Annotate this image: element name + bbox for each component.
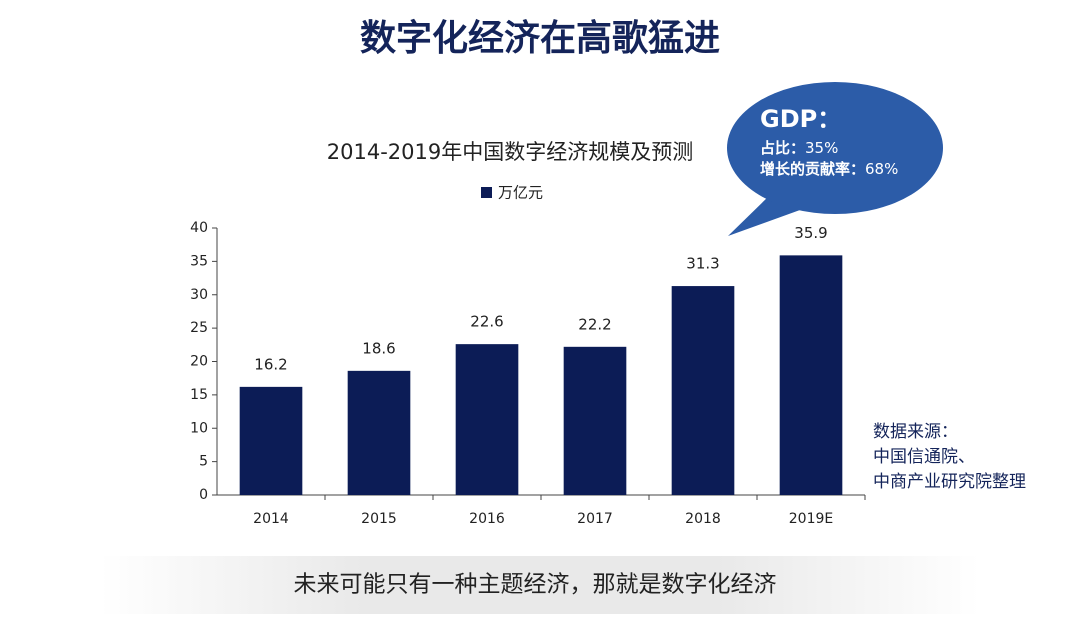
y-tick-label: 10 xyxy=(190,420,208,436)
footer: 未来可能只有一种主题经济，那就是数字化经济 xyxy=(294,572,777,598)
data-label: 31.3 xyxy=(686,255,719,273)
legend-label: 万亿元 xyxy=(498,184,543,202)
source-line: 中国信通院、 xyxy=(873,447,975,467)
y-tick-label: 35 xyxy=(190,253,208,269)
y-tick-label: 40 xyxy=(190,220,208,236)
source-line: 数据来源： xyxy=(873,422,958,442)
source-line: 中商产业研究院整理 xyxy=(873,472,1026,492)
x-tick-label: 2018 xyxy=(685,511,721,527)
callout-value: 35% xyxy=(805,139,838,157)
x-tick-label: 2017 xyxy=(577,511,613,527)
data-label: 16.2 xyxy=(254,355,287,373)
y-tick-label: 5 xyxy=(199,454,208,470)
callout-label: 占比： xyxy=(760,139,805,157)
x-tick-label: 2016 xyxy=(469,511,505,527)
x-tick-label: 2015 xyxy=(361,511,397,527)
bar xyxy=(563,346,627,495)
bar xyxy=(671,286,735,495)
y-tick-label: 15 xyxy=(190,387,208,403)
page-heading: 数字化经济在高歌猛进 xyxy=(360,18,720,59)
callout-label: 增长的贡献率： xyxy=(760,160,865,178)
data-label: 18.6 xyxy=(362,339,395,357)
y-tick-label: 30 xyxy=(190,287,208,303)
callout-line: 增长的贡献率：68% xyxy=(760,160,898,178)
x-tick-label: 2014 xyxy=(253,511,289,527)
footer-band xyxy=(100,556,980,614)
bar xyxy=(347,370,411,495)
y-tick-label: 0 xyxy=(199,487,208,503)
chart-title: 2014-2019年中国数字经济规模及预测 xyxy=(327,140,693,164)
data-label: 22.6 xyxy=(470,313,503,331)
legend-swatch xyxy=(481,187,492,198)
bar xyxy=(779,255,843,495)
callout: GDP： xyxy=(727,82,943,236)
bar xyxy=(455,344,519,495)
data-label: 22.2 xyxy=(578,315,611,333)
y-tick-label: 25 xyxy=(190,320,208,336)
callout-line: 占比：35% xyxy=(760,139,838,157)
y-tick-label: 20 xyxy=(190,354,208,370)
data-label: 35.9 xyxy=(794,224,827,242)
bar xyxy=(239,386,303,495)
callout-heading: GDP： xyxy=(760,105,841,133)
callout-value: 68% xyxy=(865,160,898,178)
x-tick-label: 2019E xyxy=(789,511,833,527)
callout-bubble xyxy=(727,82,943,214)
